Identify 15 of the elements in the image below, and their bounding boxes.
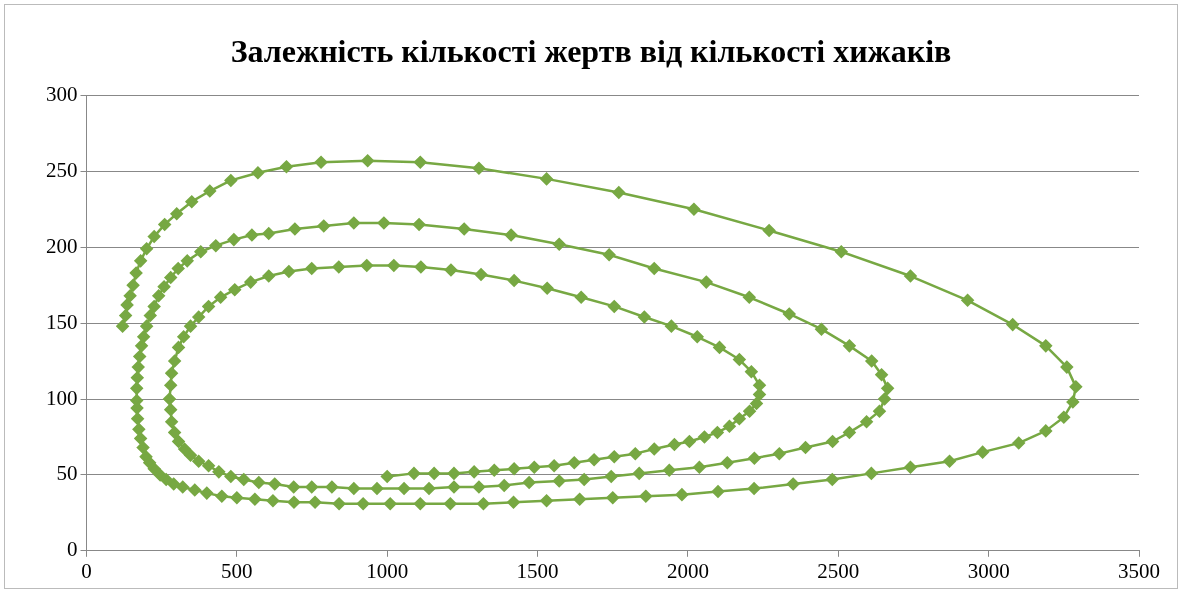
- x-tick-label: 500: [221, 558, 253, 583]
- y-tick-label: 0: [67, 537, 78, 562]
- y-tick-label: 200: [46, 233, 78, 258]
- y-tick-label: 250: [46, 157, 78, 182]
- x-tick-label: 2500: [817, 558, 860, 583]
- x-tick-label: 1500: [516, 558, 559, 583]
- y-tick-label: 100: [46, 385, 78, 410]
- y-tick-label: 50: [56, 461, 78, 486]
- x-tick-label: 1000: [366, 558, 409, 583]
- y-tick-label: 300: [46, 81, 78, 106]
- y-tick-label: 150: [46, 309, 78, 334]
- x-tick-label: 2000: [666, 558, 709, 583]
- chart-title: Залежність кількості жертв від кількості хижаків: [230, 33, 952, 70]
- x-tick-label: 3500: [1118, 558, 1160, 583]
- x-tick-label: 3000: [967, 558, 1010, 583]
